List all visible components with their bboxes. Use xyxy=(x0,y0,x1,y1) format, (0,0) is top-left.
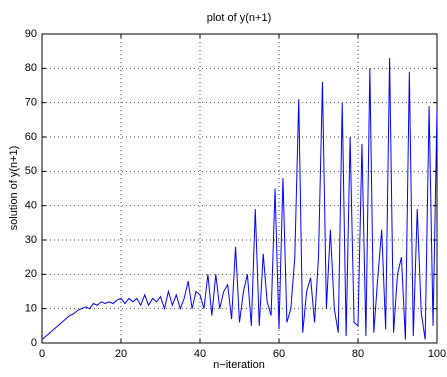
y-axis-label: solution of y(n+1) xyxy=(8,146,20,231)
plot-frame xyxy=(41,33,438,344)
chart-title: plot of y(n+1) xyxy=(207,12,272,24)
y-tick-label: 10 xyxy=(25,303,37,315)
y-tick-label: 40 xyxy=(25,200,37,212)
y-tick-label: 90 xyxy=(25,28,37,40)
x-tick-label: 100 xyxy=(428,348,446,360)
x-tick-label: 60 xyxy=(273,348,285,360)
data-line xyxy=(41,58,438,340)
x-tick-label: 20 xyxy=(115,348,127,360)
y-tick-label: 0 xyxy=(31,337,37,349)
y-tick-label: 20 xyxy=(25,268,37,280)
x-tick-label: 80 xyxy=(352,348,364,360)
y-tick-label: 50 xyxy=(25,165,37,177)
y-tick-label: 60 xyxy=(25,131,37,143)
y-tick-label: 80 xyxy=(25,62,37,74)
x-tick-label: 0 xyxy=(39,348,45,360)
y-tick-label: 30 xyxy=(25,234,37,246)
x-tick-label: 40 xyxy=(194,348,206,360)
x-axis-label: n−iteration xyxy=(213,359,265,371)
y-tick-label: 70 xyxy=(25,97,37,109)
